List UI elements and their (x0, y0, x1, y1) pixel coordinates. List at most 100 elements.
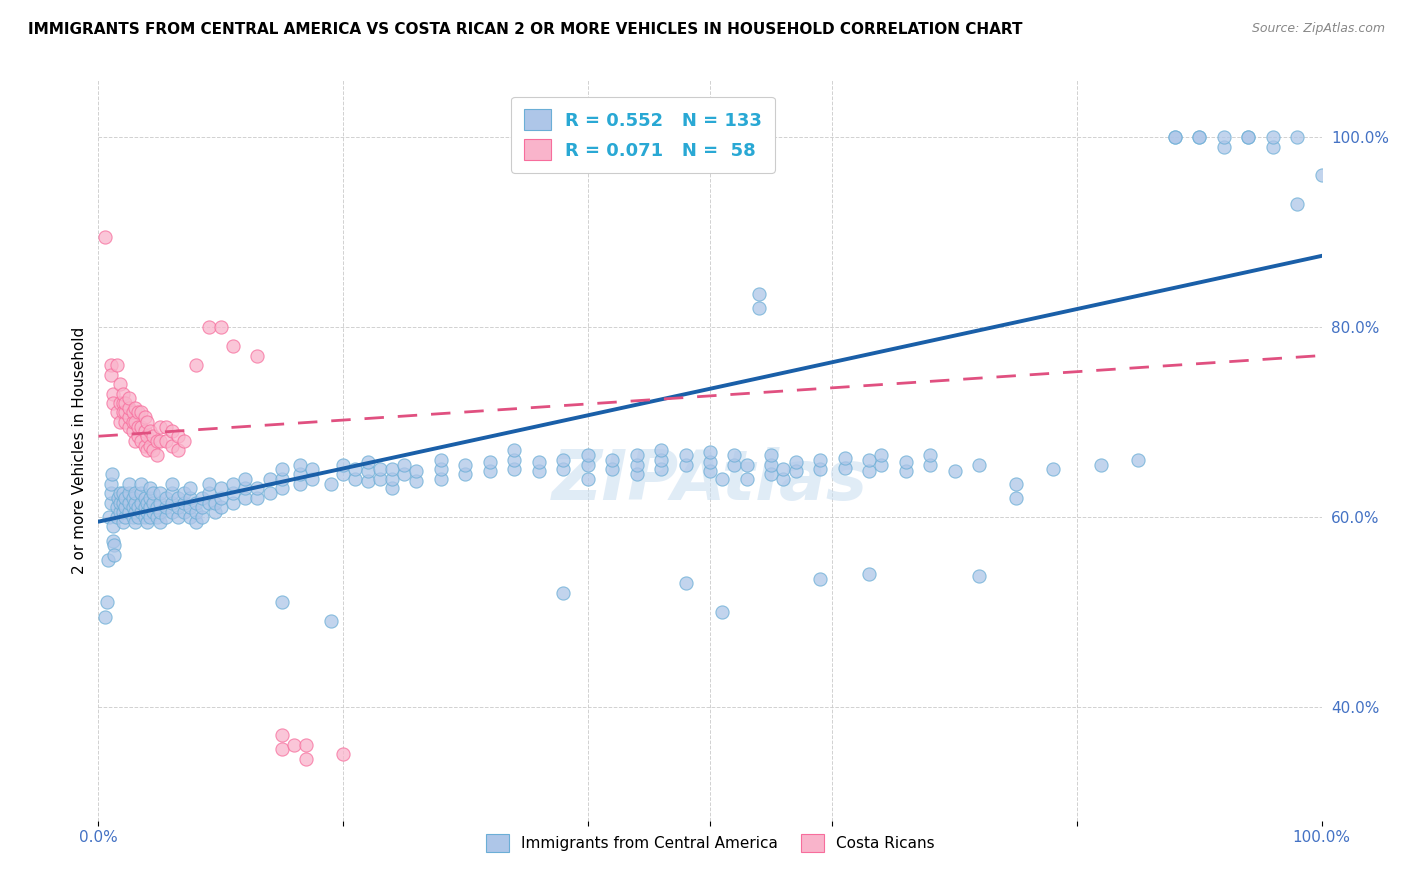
Point (246, 349, 269, 363)
Point (111, 486, 134, 500)
Point (139, 425, 162, 439)
Point (209, 491, 232, 505)
Point (121, 415, 143, 429)
Point (761, 458, 783, 472)
Point (1286, 130, 1309, 145)
Point (675, 458, 697, 472)
Point (167, 500, 190, 515)
Point (392, 467, 416, 482)
Point (129, 476, 152, 491)
Point (626, 448, 648, 462)
Point (105, 405, 128, 419)
Point (134, 439, 156, 453)
Point (870, 448, 893, 462)
Point (139, 482, 162, 496)
Point (723, 458, 745, 472)
Point (105, 500, 128, 515)
Point (155, 500, 177, 515)
Point (114, 415, 136, 429)
Point (167, 443, 190, 458)
Point (100, 496, 122, 510)
Point (136, 443, 159, 458)
Point (127, 429, 149, 443)
Point (155, 509, 177, 524)
Point (209, 482, 232, 496)
Point (197, 486, 219, 500)
Point (179, 509, 201, 524)
Point (283, 738, 305, 752)
Point (111, 515, 134, 529)
Point (1261, 130, 1284, 145)
Point (222, 476, 245, 491)
Point (110, 496, 132, 510)
Point (129, 419, 152, 434)
Point (772, 462, 794, 476)
Point (270, 728, 294, 742)
Point (1212, 139, 1234, 153)
Point (149, 419, 172, 434)
Point (368, 462, 391, 476)
Point (179, 491, 201, 505)
Point (858, 566, 880, 581)
Point (118, 419, 141, 434)
Point (675, 576, 697, 591)
Point (134, 500, 156, 515)
Point (114, 491, 136, 505)
Point (711, 472, 734, 486)
Point (344, 472, 367, 486)
Point (761, 467, 783, 482)
Point (110, 505, 132, 519)
Point (1188, 130, 1211, 145)
Point (967, 568, 990, 582)
Point (772, 472, 794, 486)
Point (111, 496, 134, 510)
Point (301, 462, 323, 476)
Point (699, 455, 721, 469)
Point (186, 358, 208, 372)
Point (1042, 462, 1064, 476)
Point (136, 415, 159, 429)
Point (290, 467, 312, 482)
Point (136, 505, 159, 519)
Point (920, 458, 942, 472)
Point (270, 462, 294, 476)
Point (197, 496, 219, 510)
Point (111, 405, 134, 419)
Point (270, 742, 294, 756)
Point (197, 320, 219, 334)
Point (134, 509, 156, 524)
Point (503, 462, 526, 476)
Point (478, 464, 501, 478)
Point (191, 491, 214, 505)
Point (155, 419, 177, 434)
Point (121, 425, 143, 439)
Point (114, 509, 136, 524)
Point (405, 464, 427, 478)
Point (124, 505, 146, 519)
Point (650, 453, 672, 467)
Point (259, 486, 281, 500)
Point (129, 505, 152, 519)
Y-axis label: 2 or more Vehicles in Household: 2 or more Vehicles in Household (72, 326, 87, 574)
Point (93, 230, 115, 244)
Point (124, 515, 146, 529)
Point (149, 505, 172, 519)
Point (808, 462, 831, 476)
Point (553, 462, 575, 476)
Point (392, 458, 416, 472)
Point (785, 464, 807, 478)
Point (101, 519, 124, 533)
Point (127, 405, 149, 419)
Point (142, 505, 165, 519)
Point (1261, 139, 1284, 153)
Point (110, 415, 132, 429)
Point (129, 405, 152, 419)
Point (146, 509, 169, 524)
Point (430, 472, 453, 486)
Point (1004, 476, 1026, 491)
Point (1188, 130, 1211, 145)
Point (454, 458, 477, 472)
Point (270, 595, 294, 609)
Point (319, 476, 342, 491)
Text: IMMIGRANTS FROM CENTRAL AMERICA VS COSTA RICAN 2 OR MORE VEHICLES IN HOUSEHOLD C: IMMIGRANTS FROM CENTRAL AMERICA VS COSTA… (28, 22, 1022, 37)
